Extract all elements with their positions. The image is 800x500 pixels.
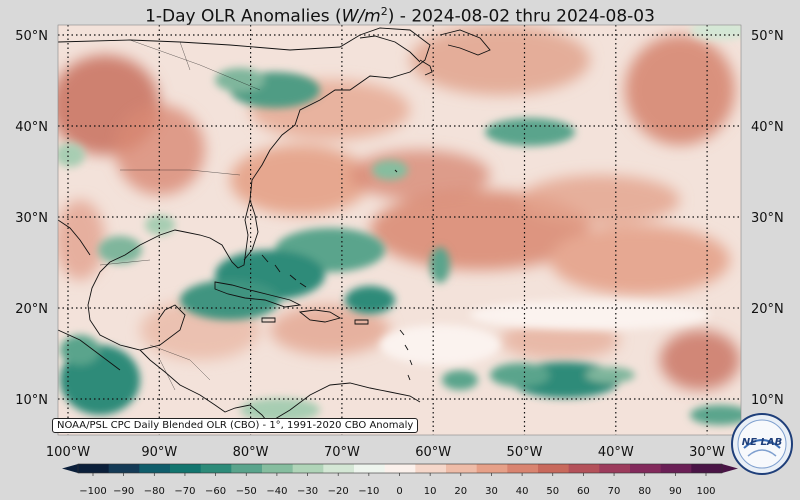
- longitude-label: 30°W: [689, 445, 725, 460]
- borders: [99, 39, 261, 391]
- colorbar-segment: [292, 464, 324, 473]
- psl-logo-icon: NE LAB: [731, 413, 793, 475]
- coastlines: [58, 27, 491, 431]
- longitude-label: 90°W: [141, 445, 177, 460]
- colorbar-tick-label: 90: [669, 486, 682, 497]
- colorbar-segment: [262, 464, 294, 473]
- latitude-label: 10°N: [15, 393, 48, 408]
- colorbar-tick-label: 40: [516, 486, 529, 497]
- near-zero-areas: [380, 25, 741, 365]
- latitude-label: 40°N: [751, 120, 784, 135]
- colorbar-tick-label: 80: [638, 486, 651, 497]
- colorbar-segment: [200, 464, 232, 473]
- colorbar-segment: [354, 464, 386, 473]
- colorbar-tick-label: −90: [113, 486, 134, 497]
- colorbar-tick-label: −70: [174, 486, 195, 497]
- latitude-labels-right: 50°N 40°N 30°N 20°N 10°N: [751, 29, 784, 408]
- longitude-labels: 100°W 90°W 80°W 70°W 60°W 50°W 40°W 30°W: [46, 445, 725, 460]
- colorbar-segment: [78, 464, 110, 473]
- colorbar-tick-label: −100: [79, 486, 106, 497]
- latitude-label: 30°N: [15, 211, 48, 226]
- colorbar-tick-label: 0: [396, 486, 402, 497]
- longitude-label: 70°W: [324, 445, 360, 460]
- colorbar-segment: [599, 464, 631, 473]
- colorbar-tick-label: −80: [144, 486, 165, 497]
- longitude-label: 100°W: [46, 445, 90, 460]
- colorbar-segment: [630, 464, 662, 473]
- colorbar: [62, 463, 738, 474]
- colorbar-segment: [323, 464, 355, 473]
- colorbar-segment: [384, 464, 416, 473]
- colorbar-segment: [446, 464, 478, 473]
- plot-frame: [57, 24, 742, 436]
- latitude-label: 40°N: [15, 120, 48, 135]
- colorbar-min-extend: [62, 464, 78, 473]
- source-note: NOAA/PSL CPC Daily Blended OLR (CBO) - 1…: [52, 418, 419, 433]
- colorbar-tick-label: −50: [236, 486, 257, 497]
- colorbar-tick-label: 70: [608, 486, 621, 497]
- colorbar-tick-label: 100: [696, 486, 715, 497]
- colorbar-max-extend: [722, 464, 738, 473]
- logo-text: NE LAB: [742, 437, 782, 448]
- colorbar-segment: [170, 464, 202, 473]
- negative-anomaly-areas: [58, 68, 741, 425]
- colorbar-ticks: −100 −90 −80 −70 −60 −50 −40 −30 −20 −10 0 10 20 30 40…: [79, 473, 716, 497]
- longitude-label: 60°W: [415, 445, 451, 460]
- latitude-label: 20°N: [751, 302, 784, 317]
- longitude-label: 80°W: [233, 445, 269, 460]
- colorbar-tick-label: 20: [454, 486, 467, 497]
- colorbar-tick-label: 50: [546, 486, 559, 497]
- latitude-label: 10°N: [751, 393, 784, 408]
- colorbar-tick-label: 60: [577, 486, 590, 497]
- colorbar-tick-label: −30: [297, 486, 318, 497]
- colorbar-tick-label: −60: [205, 486, 226, 497]
- colorbar-segment: [108, 464, 140, 473]
- map-title: 1-Day OLR Anomalies (W/m2) - 2024-08-02 …: [145, 5, 655, 27]
- colorbar-segment: [139, 464, 171, 473]
- latitude-labels-left: 50°N 40°N 30°N 20°N 10°N: [15, 29, 48, 408]
- graticule: [58, 25, 741, 435]
- colorbar-segment: [476, 464, 508, 473]
- colorbar-tick-label: 10: [424, 486, 437, 497]
- longitude-label: 50°W: [507, 445, 543, 460]
- latitude-label: 50°N: [751, 29, 784, 44]
- colorbar-tick-label: −10: [358, 486, 379, 497]
- colorbar-segment: [660, 464, 692, 473]
- colorbar-segment: [568, 464, 600, 473]
- colorbar-segment: [507, 464, 539, 473]
- colorbar-segment: [415, 464, 447, 473]
- latitude-label: 50°N: [15, 29, 48, 44]
- colorbar-segment: [231, 464, 263, 473]
- colorbar-tick-label: −40: [266, 486, 287, 497]
- latitude-label: 20°N: [15, 302, 48, 317]
- colorbar-tick-label: 30: [485, 486, 498, 497]
- latitude-label: 30°N: [751, 211, 784, 226]
- colorbar-tick-label: −20: [328, 486, 349, 497]
- colorbar-segment: [538, 464, 570, 473]
- anomaly-field: [58, 25, 741, 435]
- colorbar-segment: [691, 464, 723, 473]
- longitude-label: 40°W: [598, 445, 634, 460]
